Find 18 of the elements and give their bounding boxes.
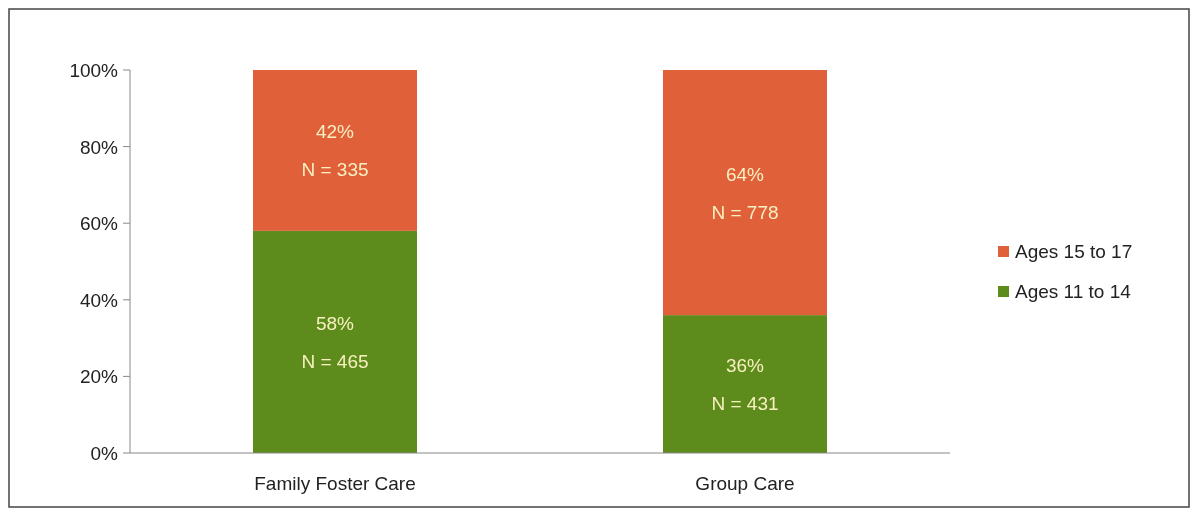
legend-label: Ages 11 to 14 — [1015, 281, 1132, 302]
bar — [253, 70, 417, 231]
data-label: 36% N = 431 — [711, 355, 779, 415]
bar — [253, 230, 417, 453]
bar — [663, 70, 827, 316]
bar — [663, 315, 827, 453]
y-tick-label: 0% — [90, 443, 119, 464]
y-tick-label: 60% — [79, 213, 119, 235]
data-label: 58% N = 465 — [301, 312, 369, 372]
y-tick-label: 80% — [79, 136, 119, 158]
x-tick-label: Family Foster Care — [254, 473, 416, 494]
y-tick-label: 20% — [79, 366, 119, 388]
y-tick-label: 40% — [79, 289, 119, 311]
legend-label: Ages 15 to 17 — [1015, 241, 1133, 262]
x-tick-label: Group Care — [695, 473, 795, 494]
data-label: 42% N = 335 — [301, 121, 369, 181]
y-tick-label: 100% — [69, 60, 119, 81]
data-label: 64% N = 778 — [711, 163, 779, 223]
